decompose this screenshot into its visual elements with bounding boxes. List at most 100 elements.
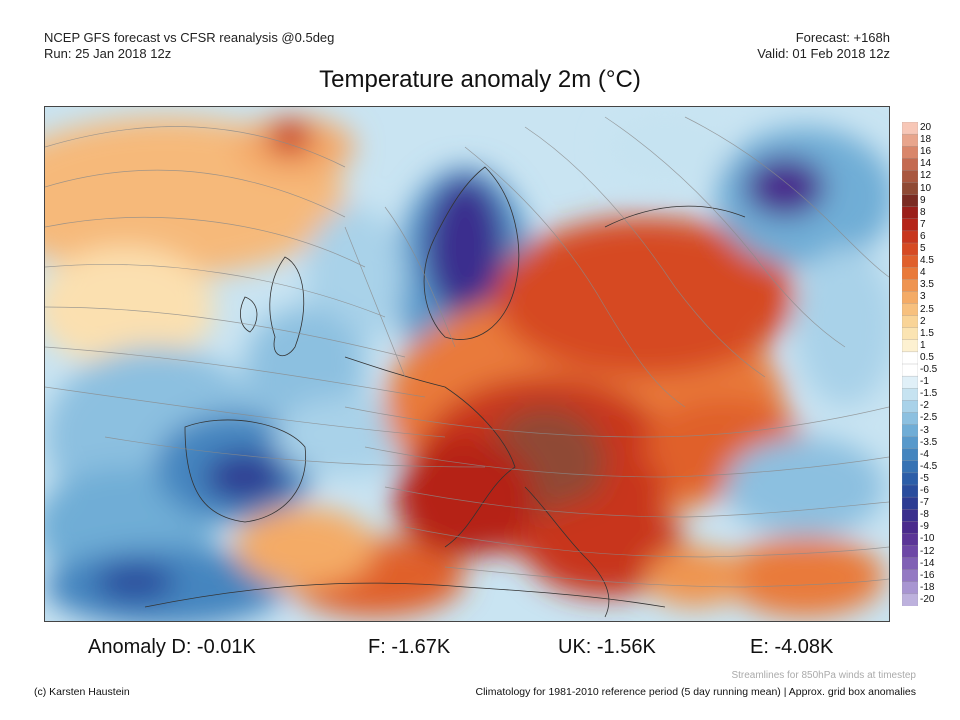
legend-cell <box>901 327 919 341</box>
legend-label: 3 <box>920 291 926 303</box>
legend-label: 4.5 <box>920 255 934 267</box>
anomaly-fr: F: -1.67K <box>368 636 451 658</box>
streamlines <box>45 116 889 588</box>
legend-label: 1 <box>920 339 926 351</box>
legend-label: -10 <box>920 533 935 545</box>
color-scale-svg <box>901 121 919 607</box>
legend-label: 4 <box>920 267 926 279</box>
legend-cell <box>901 593 919 607</box>
legend-label: -6 <box>920 485 929 497</box>
legend-cell <box>901 170 919 184</box>
coastlines <box>144 166 746 618</box>
credit: (c) Karsten Haustein <box>34 686 130 698</box>
legend-label: 12 <box>920 170 932 182</box>
anomaly-es: E: -4.08K <box>750 636 834 658</box>
legend-label: 8 <box>920 206 926 218</box>
legend-cell <box>901 206 919 220</box>
legend-cell <box>901 412 919 426</box>
legend-label: 2.5 <box>920 303 934 315</box>
color-scale-bar <box>901 121 919 607</box>
legend-label: 14 <box>920 158 932 170</box>
legend-cell <box>901 436 919 450</box>
legend-label: -12 <box>920 545 935 557</box>
legend-cell <box>901 496 919 510</box>
legend-label: -16 <box>920 569 935 581</box>
legend-label: -1 <box>920 376 929 388</box>
legend-label: -9 <box>920 521 929 533</box>
anomaly-map <box>44 106 890 622</box>
legend-label: -2.5 <box>920 412 938 424</box>
streamline-note: Streamlines for 850hPa winds at timestep <box>731 670 916 681</box>
forecast-line: Forecast: +168h <box>795 30 890 45</box>
legend-label: -18 <box>920 581 935 593</box>
model-line: NCEP GFS forecast vs CFSR reanalysis @0.… <box>44 30 335 45</box>
legend-cell <box>901 121 919 135</box>
legend-cell <box>901 521 919 535</box>
legend-label: 18 <box>920 134 932 146</box>
legend-label: -14 <box>920 557 935 569</box>
legend-cell <box>901 375 919 389</box>
legend-cell <box>901 448 919 462</box>
legend-label: -1.5 <box>920 388 938 400</box>
legend-cell <box>901 557 919 571</box>
legend-label: 9 <box>920 194 926 206</box>
map-title: Temperature anomaly 2m (°C) <box>319 66 641 93</box>
legend-cell <box>901 509 919 522</box>
legend-cell <box>901 533 919 547</box>
legend-label: -4.5 <box>920 460 938 472</box>
legend-cell <box>901 545 919 559</box>
legend-cell <box>901 182 919 196</box>
legend-label: 3.5 <box>920 279 934 291</box>
legend-cell <box>901 472 919 486</box>
legend-label: -20 <box>920 593 935 605</box>
legend-label: 16 <box>920 146 932 158</box>
legend-cell <box>901 303 919 317</box>
legend-cell <box>901 339 919 353</box>
legend-cell <box>901 315 919 329</box>
legend-label: 10 <box>920 182 932 194</box>
legend-cell <box>901 351 919 365</box>
legend-cell <box>901 267 919 280</box>
legend-cell <box>901 230 919 244</box>
legend-cell <box>901 279 919 293</box>
legend-cell <box>901 581 919 595</box>
legend-label: 6 <box>920 230 926 242</box>
anomaly-summary: Anomaly D: -0.01K F: -1.67K UK: -1.56K E… <box>0 636 960 662</box>
legend-cell <box>901 133 919 147</box>
legend-cell <box>901 146 919 159</box>
run-line: Run: 25 Jan 2018 12z <box>44 46 172 61</box>
legend-cell <box>901 388 919 401</box>
legend-label: 2 <box>920 315 926 327</box>
legend-label: -7 <box>920 497 929 509</box>
legend-label: 5 <box>920 243 926 255</box>
legend-cell <box>901 194 919 208</box>
anomaly-field <box>45 112 889 621</box>
anomaly-de: Anomaly D: -0.01K <box>88 636 256 658</box>
legend-label: -3 <box>920 424 929 436</box>
valid-line: Valid: 01 Feb 2018 12z <box>757 46 890 61</box>
legend-label: -0.5 <box>920 364 938 376</box>
legend-label: -5 <box>920 472 929 484</box>
legend-label: -4 <box>920 448 929 460</box>
legend-cell <box>901 363 919 377</box>
legend-cell <box>901 218 919 232</box>
legend-cell <box>901 291 919 305</box>
forecast-info: Forecast: +168h Valid: 01 Feb 2018 12z <box>757 30 890 62</box>
map-canvas <box>45 107 889 621</box>
legend-label: 7 <box>920 218 926 230</box>
legend-label: 0.5 <box>920 351 934 363</box>
legend-label: -3.5 <box>920 436 938 448</box>
legend-cell <box>901 242 919 256</box>
legend-cell <box>901 484 919 498</box>
climatology-note: Climatology for 1981-2010 reference peri… <box>475 686 916 698</box>
legend-cell <box>901 400 919 414</box>
legend-label: -8 <box>920 509 929 521</box>
legend-cell <box>901 569 919 583</box>
legend-label: 1.5 <box>920 327 934 339</box>
legend-cell <box>901 254 919 268</box>
legend-label: -2 <box>920 400 929 412</box>
legend-cell <box>901 460 919 474</box>
legend-cell <box>901 424 919 438</box>
legend-label: 20 <box>920 122 932 134</box>
model-info: NCEP GFS forecast vs CFSR reanalysis @0.… <box>44 30 334 62</box>
